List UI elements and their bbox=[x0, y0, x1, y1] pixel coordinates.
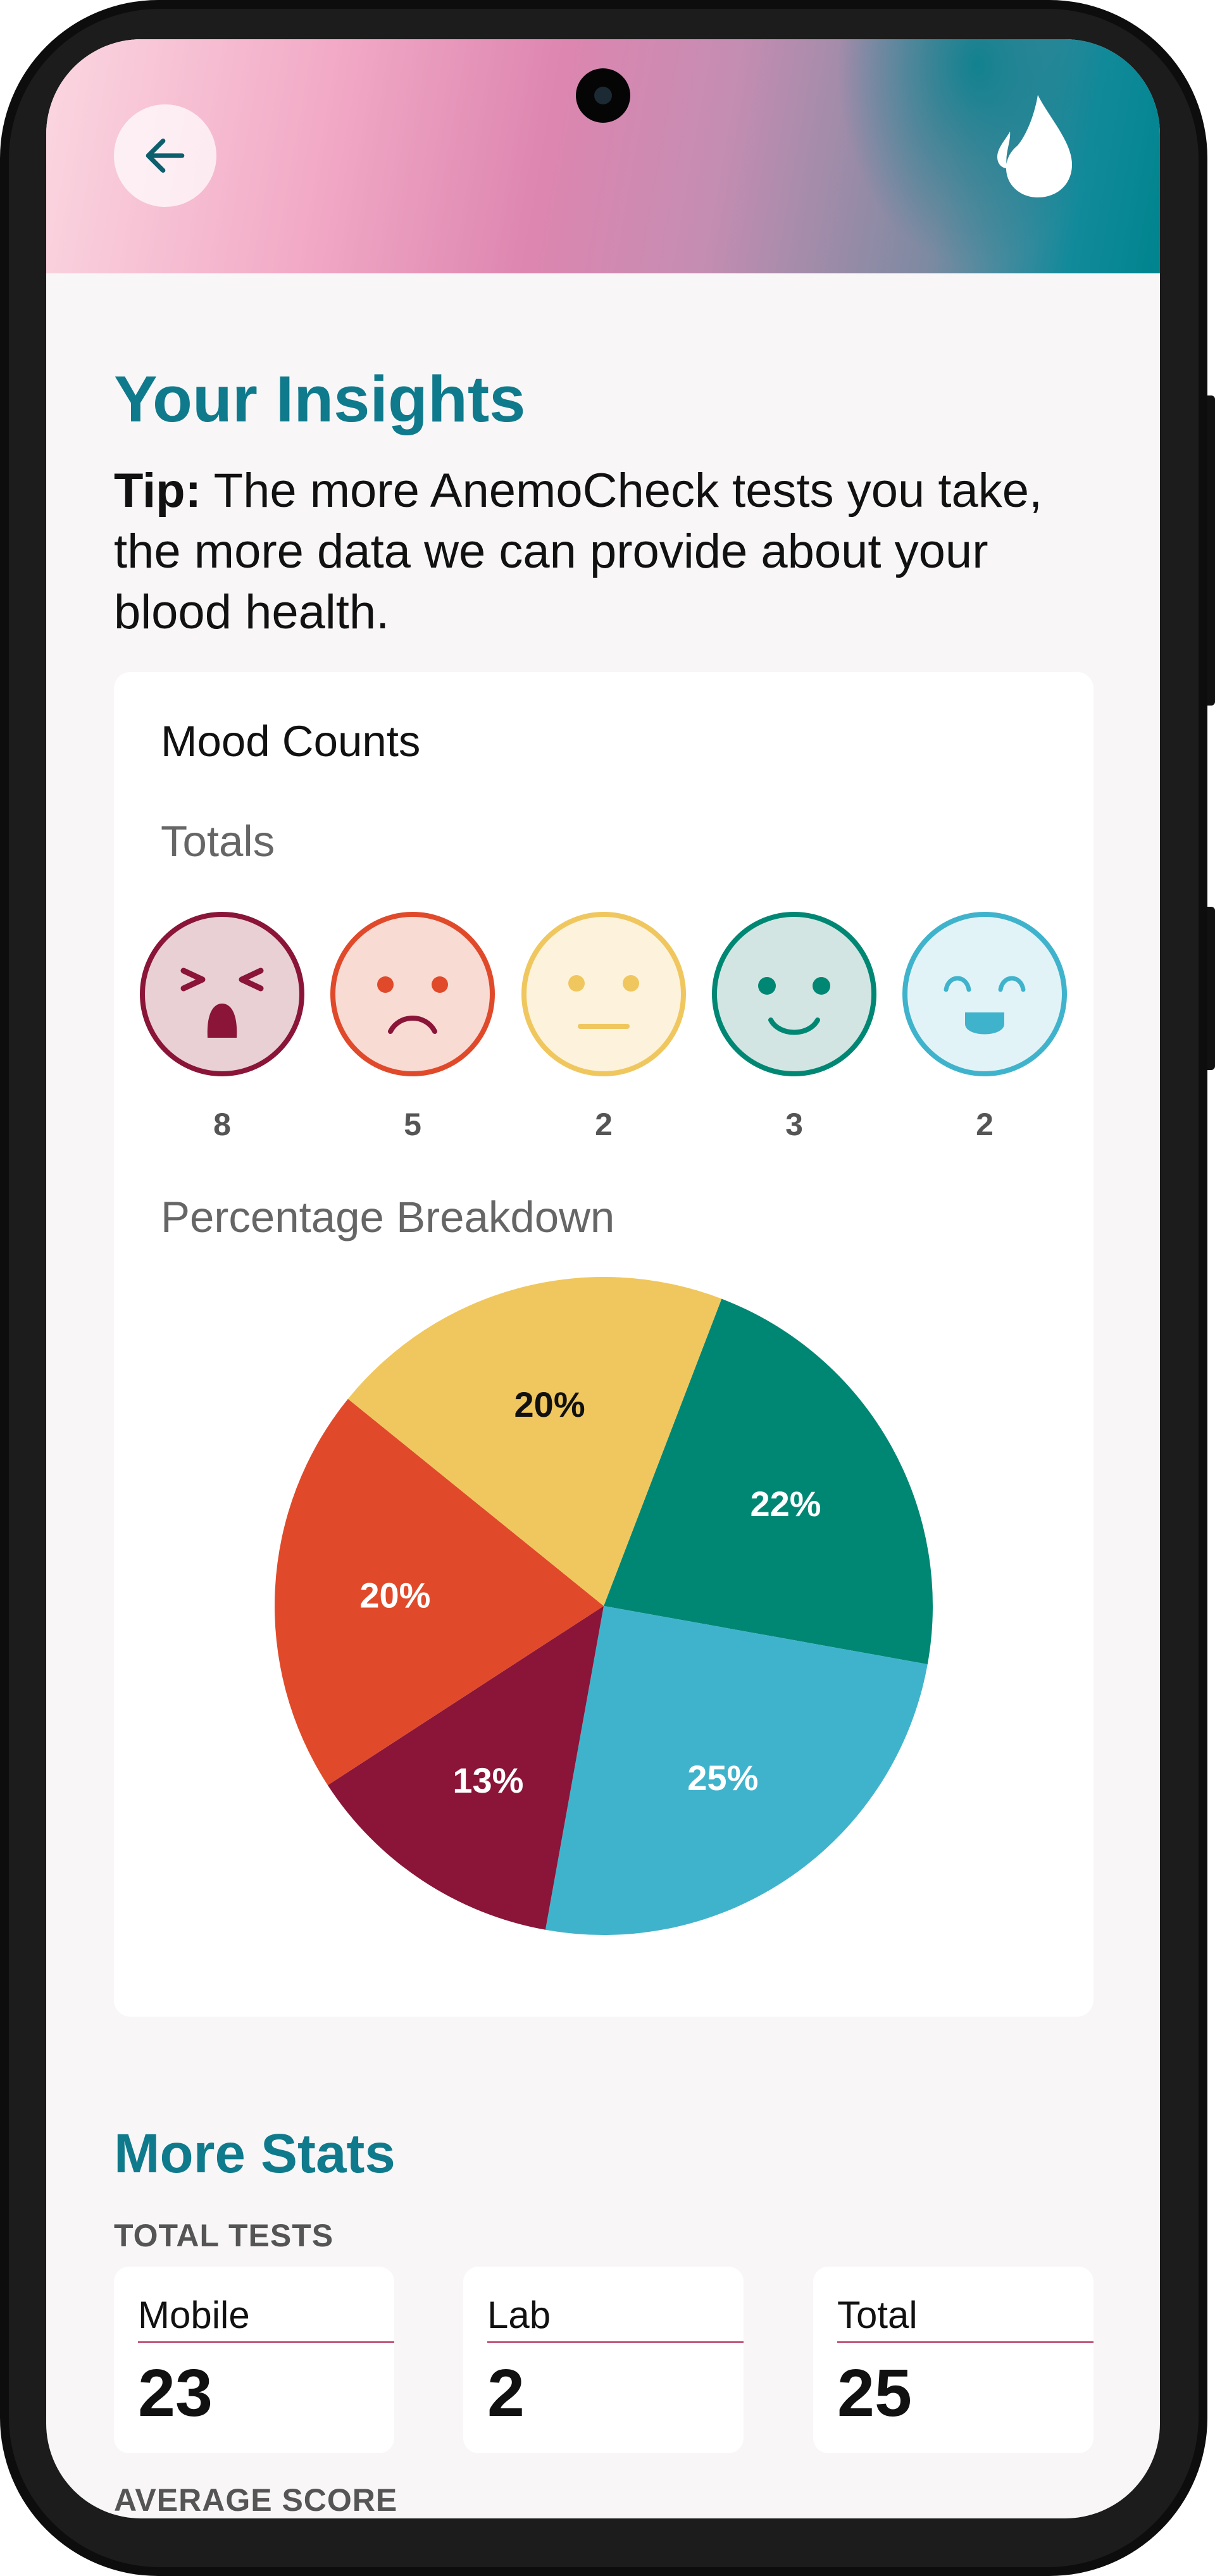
mood-card-title: Mood Counts bbox=[161, 717, 421, 766]
tip-text: Tip: The more AnemoCheck tests you take,… bbox=[114, 461, 1101, 643]
stat-value: 2 bbox=[487, 2356, 525, 2430]
front-camera bbox=[576, 68, 630, 123]
mood-count-neutral: 2 bbox=[595, 1107, 613, 1142]
mood-pie-chart: 22% 25% 13% 20% 20% bbox=[275, 1277, 933, 1935]
distressed-face-icon bbox=[140, 912, 304, 1076]
stat-name: Total bbox=[837, 2294, 918, 2336]
arrow-left-icon bbox=[146, 139, 185, 173]
stat-value: 23 bbox=[138, 2356, 213, 2430]
pie-slice-3 bbox=[275, 1398, 604, 1786]
mood-counts-card: Mood Counts Totals 8 5 bbox=[114, 672, 1094, 2017]
stat-divider bbox=[837, 2341, 1094, 2343]
tip-body: The more AnemoCheck tests you take, the … bbox=[114, 464, 1043, 639]
mood-count-sad: 5 bbox=[404, 1107, 421, 1142]
sad-face-icon bbox=[330, 912, 495, 1076]
back-button[interactable] bbox=[114, 104, 216, 207]
page-title: Your Insights bbox=[114, 363, 526, 435]
stat-name: Lab bbox=[487, 2294, 551, 2336]
pie-slice-1 bbox=[545, 1606, 928, 1935]
pie-label-1: 25% bbox=[687, 1758, 758, 1798]
pie-slice-0 bbox=[604, 1298, 933, 1665]
stat-value: 25 bbox=[837, 2356, 912, 2430]
mood-count-smile: 3 bbox=[785, 1107, 803, 1142]
happy-face-icon bbox=[902, 912, 1067, 1076]
total-tests-label: TOTAL TESTS bbox=[114, 2218, 334, 2253]
mood-count-distressed: 8 bbox=[213, 1107, 231, 1142]
pie-label-2: 13% bbox=[452, 1760, 523, 1800]
smile-face-icon bbox=[712, 912, 876, 1076]
stat-name: Mobile bbox=[138, 2294, 250, 2336]
stat-card-lab: Lab 2 bbox=[463, 2267, 744, 2453]
totals-label: Totals bbox=[161, 817, 275, 866]
pie-slice-4 bbox=[347, 1277, 722, 1606]
percentage-breakdown-label: Percentage Breakdown bbox=[161, 1193, 615, 1241]
mood-count-happy: 2 bbox=[976, 1107, 994, 1142]
average-score-label: AVERAGE SCORE bbox=[114, 2482, 398, 2518]
stat-card-total: Total 25 bbox=[813, 2267, 1094, 2453]
pie-label-3: 20% bbox=[359, 1576, 430, 1615]
blood-drop-icon bbox=[997, 95, 1072, 197]
stat-card-mobile: Mobile 23 bbox=[114, 2267, 394, 2453]
screen: Your Insights Tip: The more AnemoCheck t… bbox=[46, 39, 1160, 2518]
stat-divider bbox=[487, 2341, 744, 2343]
stat-divider bbox=[138, 2341, 394, 2343]
pie-slice-2 bbox=[327, 1606, 604, 1930]
tip-label: Tip: bbox=[114, 464, 201, 518]
more-stats-title: More Stats bbox=[114, 2123, 396, 2184]
neutral-face-icon bbox=[521, 912, 686, 1076]
pie-label-4: 20% bbox=[514, 1384, 585, 1424]
pie-label-0: 22% bbox=[750, 1484, 821, 1524]
